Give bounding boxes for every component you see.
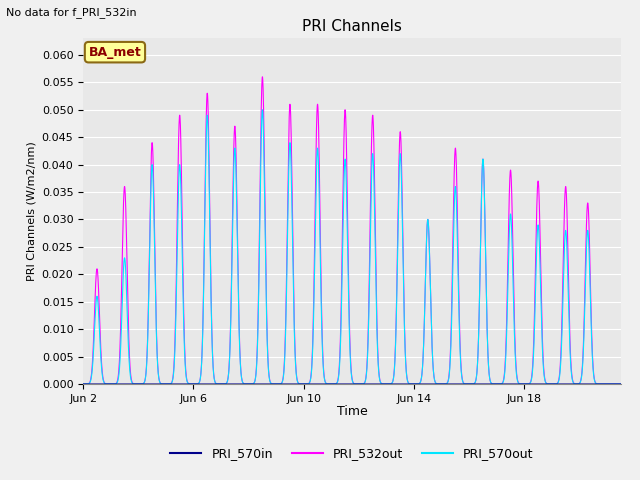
Text: BA_met: BA_met: [88, 46, 141, 59]
PRI_570in: [397, 381, 405, 387]
PRI_532out: [617, 381, 625, 387]
X-axis label: Time: Time: [337, 405, 367, 418]
PRI_570out: [79, 381, 87, 387]
PRI_532out: [421, 302, 429, 308]
PRI_570in: [478, 381, 486, 387]
PRI_532out: [274, 381, 282, 387]
PRI_570out: [617, 381, 625, 387]
Y-axis label: PRI Channels (W/m2/nm): PRI Channels (W/m2/nm): [26, 141, 36, 281]
PRI_570out: [259, 107, 266, 113]
PRI_570in: [617, 381, 625, 387]
Text: No data for f_PRI_532in: No data for f_PRI_532in: [6, 7, 137, 18]
PRI_570in: [421, 381, 429, 387]
PRI_570out: [274, 381, 282, 387]
PRI_532out: [106, 381, 114, 387]
Line: PRI_532out: PRI_532out: [83, 77, 621, 384]
PRI_570out: [421, 302, 429, 308]
PRI_532out: [397, 153, 405, 159]
PRI_532out: [259, 74, 266, 80]
PRI_532out: [507, 167, 515, 173]
PRI_570in: [507, 381, 515, 387]
PRI_570out: [106, 381, 114, 387]
PRI_570in: [274, 381, 282, 387]
Line: PRI_570out: PRI_570out: [83, 110, 621, 384]
Legend: PRI_570in, PRI_532out, PRI_570out: PRI_570in, PRI_532out, PRI_570out: [165, 442, 539, 465]
PRI_532out: [478, 179, 486, 184]
PRI_570in: [79, 381, 87, 387]
PRI_570out: [478, 179, 486, 184]
PRI_570out: [507, 211, 515, 217]
PRI_532out: [79, 381, 87, 387]
Title: PRI Channels: PRI Channels: [302, 20, 402, 35]
PRI_570in: [106, 381, 114, 387]
PRI_570out: [397, 173, 405, 179]
